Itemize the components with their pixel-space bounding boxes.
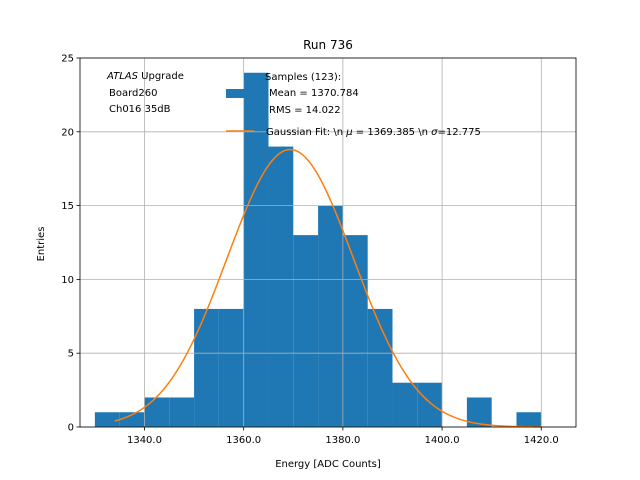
y-tick-label: 20	[61, 127, 74, 138]
legend-samples-swatch	[226, 89, 246, 98]
histogram-bar	[169, 397, 195, 427]
legend-samples-line3: RMS = 14.022	[269, 105, 341, 116]
y-axis-title: Entries	[36, 227, 47, 262]
y-tick-label: 25	[61, 54, 74, 65]
gaussian-fit	[114, 148, 542, 428]
histogram-bar	[144, 397, 170, 427]
atlas-label-line1: ATLAS Upgrade	[106, 71, 184, 82]
histogram-bars	[94, 72, 542, 427]
histogram-bar	[119, 412, 145, 427]
histogram-bar	[243, 72, 269, 427]
upgrade-word: Upgrade	[141, 71, 184, 82]
atlas-label-channel: Ch016 35dB	[109, 104, 171, 115]
histogram-bar	[417, 382, 443, 427]
histogram-bar	[293, 235, 319, 427]
x-tick-label: 1340.0	[127, 435, 162, 446]
plot-frame	[79, 57, 577, 428]
x-tick-label: 1420.0	[524, 435, 559, 446]
y-tick-label: 0	[68, 423, 74, 434]
histogram-bar	[218, 308, 244, 427]
x-axis-title: Energy [ADC Counts]	[275, 459, 381, 470]
x-tick-label: 1360.0	[226, 435, 261, 446]
histogram-bar	[94, 412, 120, 427]
histogram-bar	[318, 205, 343, 427]
legend-fit-sigma-symbol: σ	[431, 127, 438, 138]
x-tick-label: 1380.0	[325, 435, 360, 446]
y-tick-label: 10	[61, 275, 74, 286]
chart-title: Run 736	[303, 38, 353, 52]
y-tick-label: 5	[68, 349, 74, 360]
histogram-bar	[392, 382, 418, 427]
y-tick-label: 15	[61, 201, 74, 212]
x-tick-label: 1400.0	[425, 435, 460, 446]
legend-fit-label: Gaussian Fit: \n μ = 1369.385 \n σ=12.77…	[266, 127, 481, 138]
histogram-bar	[516, 412, 542, 427]
legend-fit-prefix: Gaussian Fit: \n	[266, 127, 346, 138]
atlas-word: ATLAS	[106, 71, 139, 82]
histogram-bar	[367, 308, 393, 427]
histogram-bar	[268, 146, 294, 427]
legend-samples-line1: Samples (123):	[265, 72, 341, 83]
legend-fit-sigma-value: =12.775	[437, 127, 480, 138]
legend-fit-mu-symbol: μ	[345, 127, 352, 138]
atlas-annotation: ATLAS Upgrade Board260 Ch016 35dB	[106, 71, 184, 115]
legend-samples-line2: Mean = 1370.784	[269, 88, 359, 99]
histogram-bar	[194, 308, 219, 427]
histogram-bar	[342, 235, 368, 427]
gaussian-fit-curve	[114, 148, 542, 428]
legend-fit-mu-value: = 1369.385 \n	[353, 127, 432, 138]
legend: Samples (123): Mean = 1370.784 RMS = 14.…	[226, 72, 481, 138]
atlas-label-board: Board260	[109, 88, 157, 99]
axis-ticks: 1340.0 1360.0 1380.0 1400.0 1420.0 0 5 10 15 20 25	[61, 54, 559, 447]
